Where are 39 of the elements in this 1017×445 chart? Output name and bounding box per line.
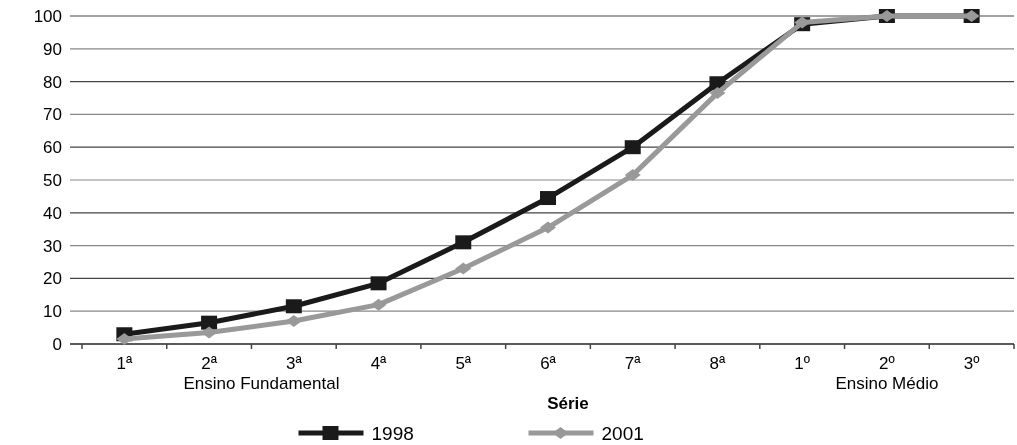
x-tick-label: 1ª (116, 354, 133, 373)
y-tick-label: 100 (33, 6, 62, 26)
x-tick-label: 3º (963, 354, 980, 373)
x-tick-label: 1º (794, 354, 811, 373)
x-axis-title: Série (547, 394, 589, 413)
point (709, 87, 726, 100)
point (624, 169, 641, 182)
x-tick-label: 6ª (540, 354, 557, 373)
legend-label: 1998 (371, 422, 414, 444)
y-tick-label: 60 (43, 138, 62, 158)
x-tick-label: 4ª (370, 354, 388, 373)
point (285, 315, 302, 328)
y-tick-label: 70 (43, 105, 62, 125)
y-tick-label: 20 (43, 269, 62, 289)
y-tick-label: 0 (52, 334, 62, 354)
legend-label: 2001 (601, 422, 644, 444)
x-tick-label: 5ª (455, 354, 472, 373)
point (540, 221, 556, 234)
point (624, 140, 641, 155)
x-tick-label: 2ª (201, 354, 218, 373)
text: Ensino Fundamental (183, 374, 340, 393)
y-tick-label: 30 (43, 236, 62, 256)
x-tick-label: 7ª (624, 354, 642, 373)
x-tick-label: 2º (879, 354, 895, 373)
text: Ensino Médio (835, 374, 939, 393)
x-tick-label: 3ª (285, 354, 303, 373)
point (370, 276, 387, 291)
y-tick-label: 10 (43, 302, 62, 322)
point (201, 315, 218, 330)
x-tick-label: 8ª (709, 354, 727, 373)
y-tick-label: 90 (43, 39, 62, 59)
point (455, 262, 472, 275)
y-tick-label: 40 (43, 203, 62, 223)
y-tick-label: 80 (43, 72, 62, 92)
y-tick-label: 50 (43, 170, 62, 190)
point (370, 298, 387, 311)
point (285, 299, 302, 314)
point (540, 191, 556, 206)
point (455, 235, 472, 250)
